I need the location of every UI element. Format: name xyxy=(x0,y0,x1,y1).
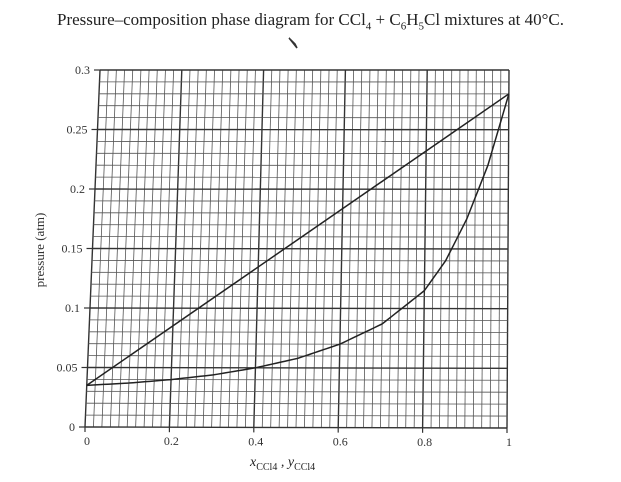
y-tick-label: 0.25 xyxy=(67,123,88,137)
y-tick-label: 0.3 xyxy=(75,63,90,77)
x-tick-label: 1 xyxy=(506,435,512,449)
grid-line-horizontal xyxy=(90,295,508,298)
x-tick-label: 0.2 xyxy=(164,434,179,448)
grid-line-horizontal xyxy=(91,259,508,262)
grid-line-horizontal xyxy=(92,247,509,250)
y-tick-label: 0 xyxy=(69,420,75,434)
liquid-line xyxy=(86,93,510,386)
grid-line-horizontal xyxy=(88,331,508,333)
x-tick-label: 0 xyxy=(84,434,90,448)
grid-line-horizontal xyxy=(87,366,508,370)
y-tick-label: 0.2 xyxy=(70,182,85,196)
grid-line-horizontal xyxy=(91,271,508,274)
grid-line-horizontal xyxy=(89,319,508,322)
cursor-icon xyxy=(288,37,298,49)
grid-line-horizontal xyxy=(89,307,508,310)
x-axis-label: xCCl4 , yCCl4 xyxy=(250,455,316,473)
x-tick-label: 0.4 xyxy=(248,434,263,448)
grid-line-horizontal xyxy=(85,402,508,405)
grid-line-horizontal xyxy=(87,355,508,357)
grid-line-horizontal xyxy=(84,426,508,429)
x-tick-label: 0.6 xyxy=(333,435,348,449)
grid-line-horizontal xyxy=(86,390,508,393)
grid-line-horizontal xyxy=(90,283,508,286)
chart-title: Pressure–composition phase diagram for C… xyxy=(57,10,564,33)
y-tick-label: 0.05 xyxy=(57,361,78,375)
y-tick-label: 0.15 xyxy=(62,242,83,256)
grid-line-horizontal xyxy=(85,414,508,417)
y-axis-label: pressure (atm) xyxy=(32,213,47,288)
y-tick-label: 0.1 xyxy=(65,301,80,315)
vapor-curve xyxy=(86,93,510,387)
grid-line-horizontal xyxy=(86,378,508,381)
x-tick-label: 0.8 xyxy=(417,435,432,449)
grid-line-horizontal xyxy=(88,343,508,345)
